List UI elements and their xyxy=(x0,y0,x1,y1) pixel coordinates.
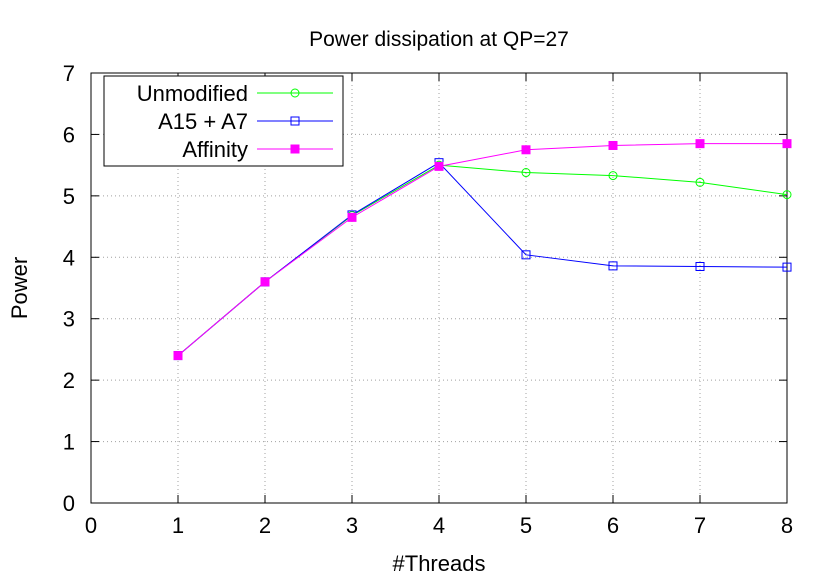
y-tick-label: 2 xyxy=(63,368,75,393)
x-axis-label: #Threads xyxy=(393,551,486,576)
legend-label: Affinity xyxy=(182,137,248,162)
data-point-affinity xyxy=(434,161,444,171)
data-point-unmodified xyxy=(521,168,531,178)
data-point-a15-a7 xyxy=(521,250,531,260)
series-line-unmodified xyxy=(177,164,788,356)
x-tick-label: 7 xyxy=(694,513,706,538)
x-tick-label: 2 xyxy=(259,513,271,538)
y-tick-label: 1 xyxy=(63,430,75,455)
x-tick-label: 4 xyxy=(433,513,445,538)
y-tick-label: 0 xyxy=(63,491,75,516)
data-point-unmodified xyxy=(608,171,618,181)
data-point-affinity xyxy=(695,139,705,149)
data-point-affinity xyxy=(347,212,357,222)
legend-label: A15 + A7 xyxy=(158,109,248,134)
y-tick-label: 6 xyxy=(63,122,75,147)
y-tick-label: 7 xyxy=(63,61,75,86)
series-layer xyxy=(173,139,792,361)
chart-title: Power dissipation at QP=27 xyxy=(309,28,569,51)
x-tick-label: 1 xyxy=(172,513,184,538)
legend-swatch-marker xyxy=(290,144,300,154)
series-affinity xyxy=(173,139,792,361)
data-point-affinity xyxy=(173,351,183,361)
legend: Unmodified A15 + A7 Affinity xyxy=(103,75,344,167)
series-unmodified xyxy=(173,160,792,361)
series-a15-a7 xyxy=(173,158,792,361)
axes: 0 1 2 3 4 5 6 7 8 0 1 2 3 4 5 6 7 xyxy=(63,61,793,538)
y-tick-label: 3 xyxy=(63,307,75,332)
data-point-affinity xyxy=(521,145,531,155)
series-line-affinity xyxy=(177,143,787,356)
y-tick-label: 4 xyxy=(63,245,75,270)
data-point-unmodified xyxy=(782,190,792,200)
data-point-a15-a7 xyxy=(782,262,792,272)
y-axis-label: Power xyxy=(7,257,32,319)
series-line-a15-a7 xyxy=(177,162,788,356)
x-tick-label: 3 xyxy=(346,513,358,538)
y-tick-label: 5 xyxy=(63,184,75,209)
x-tick-label: 5 xyxy=(520,513,532,538)
data-point-a15-a7 xyxy=(695,262,705,271)
legend-swatch-marker xyxy=(290,88,300,98)
x-tick-label: 0 xyxy=(85,513,97,538)
data-point-a15-a7 xyxy=(608,261,618,271)
data-point-affinity xyxy=(260,277,270,287)
data-point-affinity xyxy=(608,140,618,150)
x-tick-label: 8 xyxy=(781,513,793,538)
x-tick-label: 6 xyxy=(607,513,619,538)
data-point-unmodified xyxy=(695,177,705,187)
data-point-affinity xyxy=(782,139,792,149)
legend-label: Unmodified xyxy=(137,81,248,106)
legend-swatch-marker xyxy=(290,116,300,126)
